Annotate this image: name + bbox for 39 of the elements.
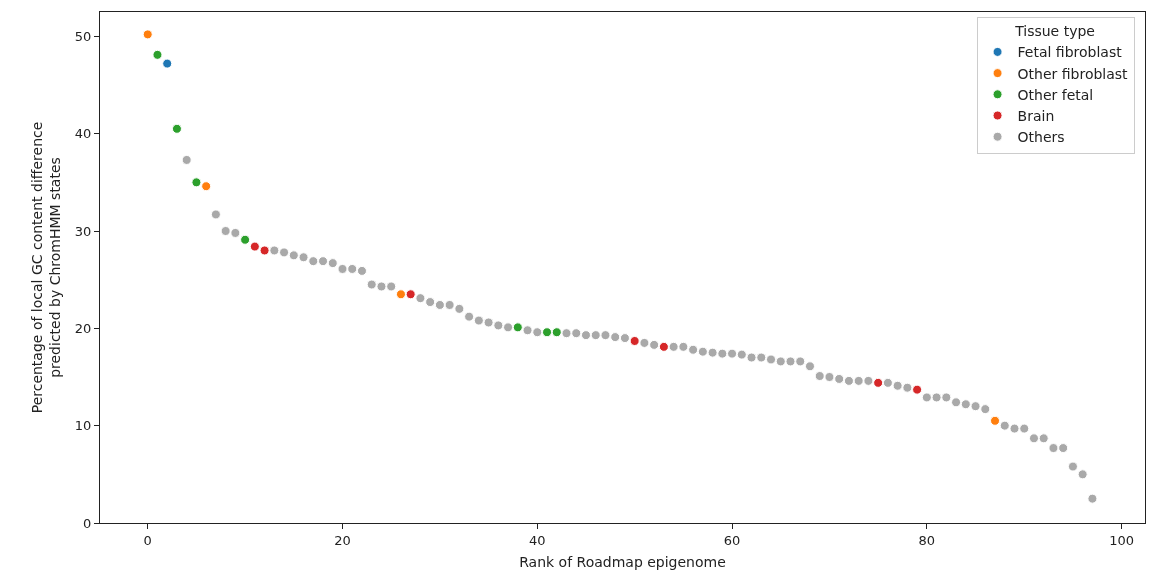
x-axis-title: Rank of Roadmap epigenome xyxy=(519,553,726,570)
legend-label: Brain xyxy=(1017,107,1055,124)
point xyxy=(249,241,260,252)
point xyxy=(873,377,884,388)
x-tick-label: 0 xyxy=(143,532,152,548)
y-tick-label: 20 xyxy=(74,320,92,336)
y-tick-label: 50 xyxy=(74,28,92,44)
legend-title: Tissue type xyxy=(1014,23,1095,40)
point xyxy=(152,49,163,60)
legend-label: Others xyxy=(1017,129,1065,146)
x-tick-label: 40 xyxy=(529,532,546,548)
x-tick-label: 20 xyxy=(334,532,351,548)
point xyxy=(395,289,406,300)
x-tick-label: 100 xyxy=(1109,532,1135,548)
point xyxy=(512,322,523,333)
point xyxy=(405,289,416,300)
legend-label: Other fetal xyxy=(1017,86,1094,103)
point xyxy=(171,123,182,134)
point xyxy=(912,384,923,395)
point xyxy=(629,335,640,346)
legend-label: Other fibroblast xyxy=(1017,65,1129,82)
point xyxy=(990,415,1001,426)
legend-label: Fetal fibroblast xyxy=(1017,44,1123,61)
point xyxy=(142,29,153,40)
y-tick-label: 40 xyxy=(74,126,92,142)
point xyxy=(542,327,553,338)
x-tick-label: 60 xyxy=(723,532,741,548)
point xyxy=(191,177,202,188)
y-tick-label: 0 xyxy=(83,515,92,531)
x-tick-label: 80 xyxy=(918,532,936,548)
point xyxy=(240,234,251,245)
y-tick-label: 10 xyxy=(74,418,92,434)
point xyxy=(658,341,669,352)
y-axis-title: Percentage of local GC content difference predicted by ChromHMM states xyxy=(29,121,64,414)
point xyxy=(201,181,212,192)
point xyxy=(162,58,173,69)
point xyxy=(551,327,562,338)
point xyxy=(259,245,270,256)
y-tick-label: 30 xyxy=(74,223,92,239)
